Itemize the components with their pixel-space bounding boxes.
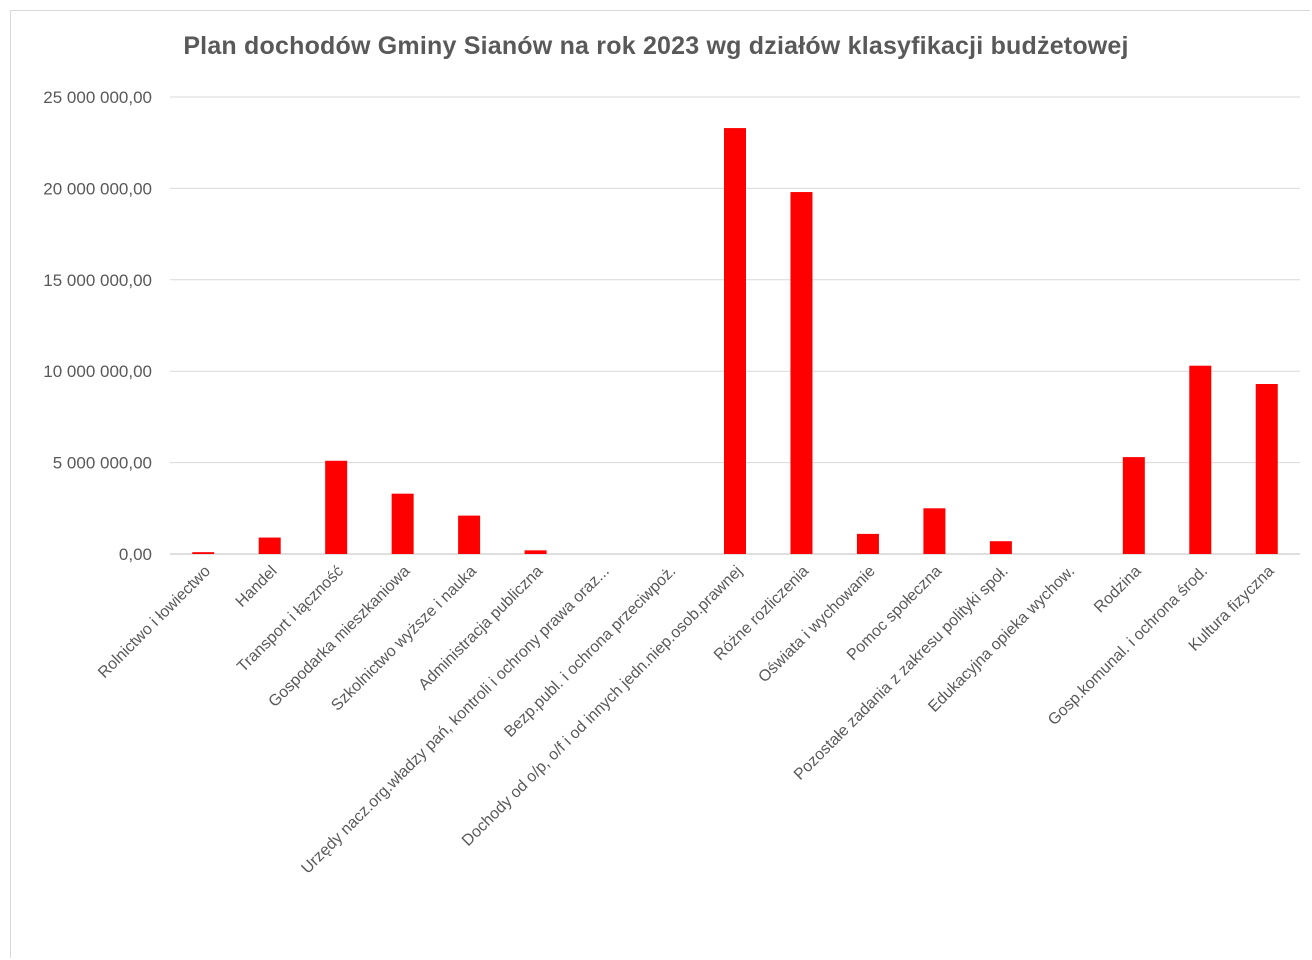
y-tick-label: 0,00 [119, 545, 152, 564]
bar [790, 192, 813, 554]
bar [1189, 365, 1212, 554]
bar [192, 552, 215, 554]
y-tick-label: 15 000 000,00 [43, 271, 152, 290]
bar [989, 541, 1012, 554]
x-tick-label: Oświata i wychowanie [755, 563, 878, 686]
chart-area [10, 10, 1310, 958]
bar [1122, 457, 1145, 554]
y-tick-label: 25 000 000,00 [43, 88, 152, 107]
x-tick-label: Urzędy nacz.org.władzy pań, kontroli i o… [298, 563, 612, 877]
bar [258, 537, 281, 554]
y-tick-label: 5 000 000,00 [53, 454, 152, 473]
bar [325, 460, 348, 554]
bar [391, 493, 414, 554]
bar [923, 508, 946, 554]
bar [1255, 383, 1278, 554]
bar [458, 515, 481, 554]
x-tick-label: Administracja publiczna [416, 563, 547, 694]
x-tick-label: Rolnictwo i łowiectwo [95, 563, 214, 682]
bar [524, 550, 547, 554]
x-tick-label: Edukacyjna opieka wychow. [925, 563, 1078, 716]
x-tick-label: Rodzina [1091, 563, 1145, 617]
x-tick-label: Handel [233, 563, 281, 611]
x-tick-label: Gospodarka mieszkaniowa [266, 563, 414, 711]
y-tick-label: 20 000 000,00 [43, 179, 152, 198]
y-tick-label: 10 000 000,00 [43, 362, 152, 381]
bar [856, 533, 879, 554]
chart-title: Plan dochodów Gminy Sianów na rok 2023 w… [183, 32, 1129, 60]
bar [724, 128, 746, 555]
